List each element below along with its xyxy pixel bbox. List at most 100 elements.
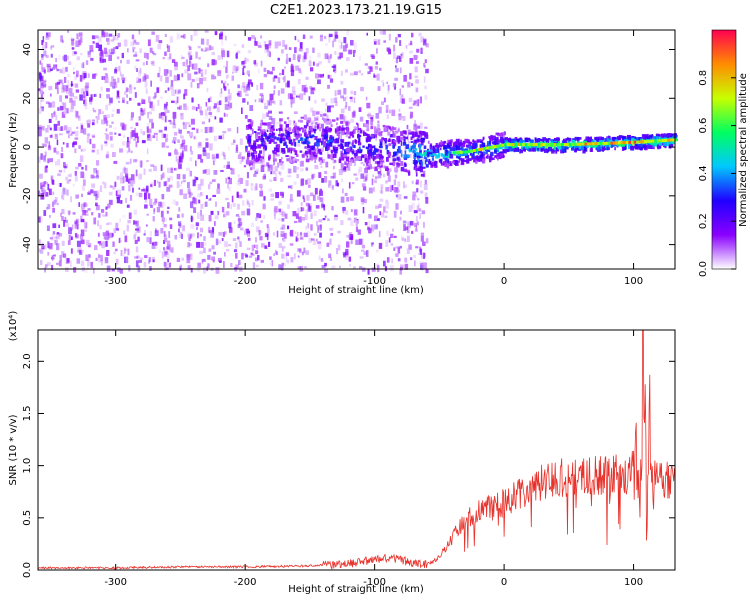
- spectrogram-cell: [493, 139, 496, 143]
- spectrogram-cell: [358, 137, 361, 143]
- spectrogram-cell: [74, 170, 77, 176]
- spectrogram-cell: [389, 185, 392, 192]
- spectrogram-cell: [408, 148, 411, 152]
- spectrogram-cell: [222, 130, 227, 134]
- spectrogram-cell: [183, 193, 188, 199]
- spectrogram-cell: [81, 208, 85, 212]
- spectrogram-cell: [226, 50, 230, 58]
- spectrogram-cell: [193, 30, 198, 36]
- spectrogram-cell: [422, 38, 427, 46]
- snr-line: [37, 329, 676, 571]
- spectrogram-cell: [305, 179, 308, 185]
- spectrogram-cell: [249, 167, 253, 171]
- spectrogram-cell: [174, 167, 176, 171]
- spectrogram-cell: [55, 57, 57, 63]
- spectrogram-cell: [74, 83, 79, 88]
- spectrogram-cell: [253, 60, 256, 65]
- spectrogram-cell: [561, 145, 565, 148]
- spectrogram-cell: [157, 72, 160, 78]
- spectrogram-cell: [645, 146, 648, 151]
- spectrogram-cell: [75, 218, 79, 225]
- spectrogram-cell: [96, 118, 99, 124]
- spectrogram-cell: [406, 248, 410, 255]
- spectrogram-cell: [151, 243, 156, 249]
- spectrogram-cell: [128, 185, 131, 192]
- spectrogram-cell: [52, 231, 55, 235]
- spectrogram-cell: [238, 194, 243, 198]
- spectrogram-cell: [419, 167, 423, 173]
- spectrogram-cell: [65, 258, 70, 264]
- spectrogram-x-ticks: -300 -200 -100 0 100: [104, 30, 643, 287]
- spectrogram-cell: [221, 238, 224, 241]
- spectrogram-cell: [306, 155, 309, 158]
- spectrogram-cell: [89, 97, 93, 102]
- spectrogram-cell: [287, 80, 290, 88]
- spectrogram-cell: [202, 169, 207, 174]
- spectrogram-cell: [181, 56, 185, 60]
- spectrogram-cell: [340, 130, 345, 136]
- spectrogram-cell: [667, 138, 671, 142]
- spectrogram-cell: [174, 65, 178, 71]
- spectrogram-cell: [71, 131, 75, 134]
- spectrogram-cell: [257, 42, 262, 48]
- spectrogram-cell: [427, 149, 430, 152]
- spectrogram-cell: [110, 48, 114, 54]
- spectrogram-cell: [134, 127, 136, 133]
- spectrogram-cell: [92, 73, 96, 79]
- spectrogram-cell: [238, 221, 243, 226]
- spectrogram-cell: [123, 167, 128, 174]
- spectrogram-cell: [267, 49, 270, 57]
- spectrogram-cell: [143, 108, 146, 115]
- spectrogram-cell: [183, 104, 186, 107]
- spectrogram-cell: [234, 267, 238, 270]
- spectrogram-cell: [160, 96, 163, 99]
- spectrogram-cell: [334, 97, 338, 103]
- spectrogram-cell: [268, 188, 273, 192]
- spectrogram-cell: [321, 131, 325, 135]
- spectrogram-cell: [343, 37, 347, 44]
- spectrogram-cell: [581, 142, 585, 146]
- spectrogram-cell: [73, 71, 75, 75]
- spectrogram-cell: [403, 134, 406, 138]
- spectrogram-cell: [365, 137, 370, 142]
- spectrogram-cell: [178, 184, 182, 187]
- spectrogram-cell: [65, 163, 68, 169]
- spectrogram-cell: [47, 204, 51, 210]
- spectrogram-cell: [191, 106, 196, 110]
- spectrogram-cell: [319, 35, 323, 42]
- spectrogram-cell: [46, 225, 50, 231]
- spectrogram-cell: [630, 144, 634, 148]
- spectrogram-cell: [319, 227, 322, 231]
- spectrogram-cell: [305, 132, 308, 137]
- spectrogram-cell: [350, 72, 354, 76]
- spectrogram-y-tick-label: 40: [22, 43, 33, 56]
- spectrogram-cell: [49, 188, 52, 196]
- spectrogram-cell: [373, 158, 375, 162]
- spectrogram-cell: [228, 105, 231, 110]
- spectrogram-cell: [420, 161, 423, 167]
- snr-x-tick-label: -300: [104, 577, 127, 588]
- spectrogram-cell: [355, 177, 359, 181]
- spectrogram-cell: [93, 110, 97, 113]
- spectrogram-cell: [128, 212, 132, 219]
- spectrogram-cell: [334, 147, 339, 151]
- spectrogram-cell: [303, 125, 308, 129]
- spectrogram-cell: [126, 224, 129, 232]
- spectrogram-cell: [153, 241, 158, 246]
- spectrogram-cell: [407, 155, 410, 158]
- spectrogram-cell: [646, 136, 650, 140]
- spectrogram-cell: [135, 141, 138, 148]
- spectrogram-cell: [272, 153, 276, 159]
- spectrogram-cell: [273, 208, 278, 214]
- spectrogram-cell: [378, 106, 382, 114]
- spectrogram-cell: [380, 160, 385, 163]
- spectrogram-cell: [280, 177, 284, 182]
- spectrogram-cell: [56, 245, 59, 252]
- spectrogram-cell: [656, 136, 660, 140]
- spectrogram-cell: [338, 169, 343, 176]
- spectrogram-cell: [264, 145, 267, 151]
- spectrogram-cell: [146, 224, 148, 227]
- spectrogram-cell: [367, 149, 371, 154]
- spectrogram-cell: [371, 224, 374, 232]
- spectrogram-cell: [404, 257, 408, 263]
